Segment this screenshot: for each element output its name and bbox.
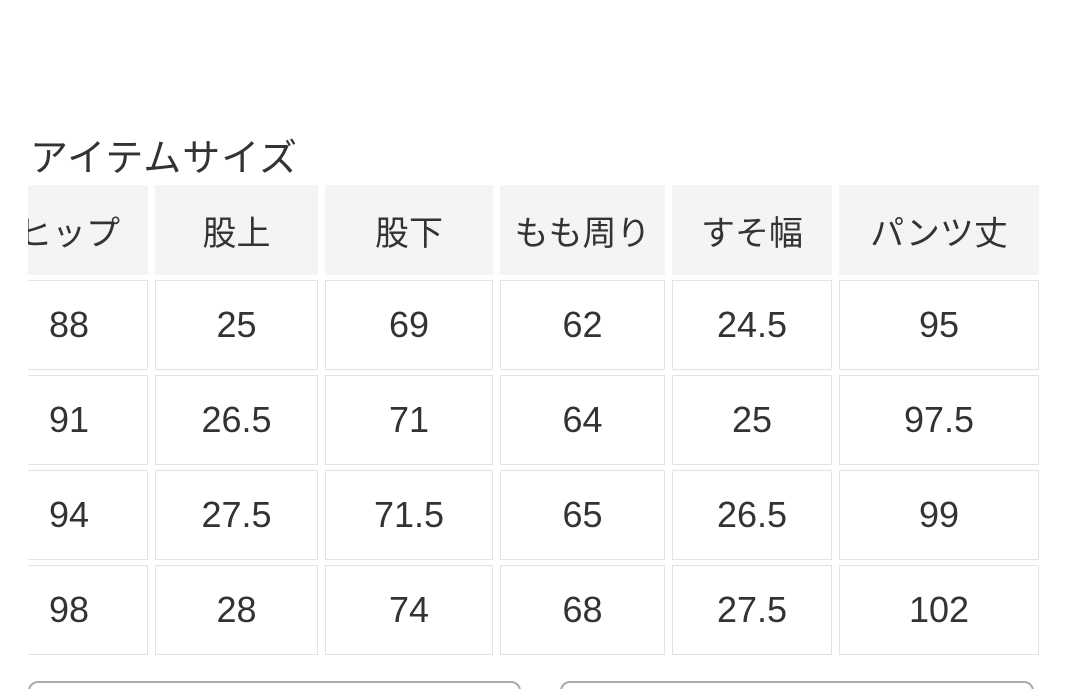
column-header: 股上 — [155, 185, 318, 275]
size-table-scroll-container[interactable]: ヒップ 股上 股下 もも周り すそ幅 パンツ丈 88 25 69 62 24.5 95 91 26.5 7… — [28, 180, 1050, 658]
size-cell: 64 — [500, 375, 665, 465]
size-cell: 25 — [672, 375, 832, 465]
size-cell: 27.5 — [672, 565, 832, 655]
size-cell: 25 — [155, 280, 318, 370]
size-cell: 99 — [839, 470, 1039, 560]
size-table: ヒップ 股上 股下 もも周り すそ幅 パンツ丈 88 25 69 62 24.5 95 91 26.5 7… — [28, 180, 1046, 658]
size-cell: 24.5 — [672, 280, 832, 370]
size-cell: 97.5 — [839, 375, 1039, 465]
size-row: 88 25 69 62 24.5 95 — [28, 280, 1039, 370]
size-cell: 95 — [839, 280, 1039, 370]
size-row: 91 26.5 71 64 25 97.5 — [28, 375, 1039, 465]
size-cell: 65 — [500, 470, 665, 560]
partial-button-right[interactable] — [560, 681, 1034, 689]
size-cell: 69 — [325, 280, 493, 370]
column-header: ヒップ — [28, 185, 148, 275]
size-row: 98 28 74 68 27.5 102 — [28, 565, 1039, 655]
column-header: 股下 — [325, 185, 493, 275]
size-cell: 71 — [325, 375, 493, 465]
size-cell: 88 — [28, 280, 148, 370]
size-cell: 27.5 — [155, 470, 318, 560]
partial-button-left[interactable] — [28, 681, 521, 689]
size-cell: 91 — [28, 375, 148, 465]
column-header: すそ幅 — [672, 185, 832, 275]
column-header: パンツ丈 — [839, 185, 1039, 275]
size-cell: 28 — [155, 565, 318, 655]
size-cell: 102 — [839, 565, 1039, 655]
size-row: 94 27.5 71.5 65 26.5 99 — [28, 470, 1039, 560]
size-cell: 71.5 — [325, 470, 493, 560]
size-cell: 74 — [325, 565, 493, 655]
size-cell: 68 — [500, 565, 665, 655]
size-cell: 26.5 — [155, 375, 318, 465]
size-cell: 94 — [28, 470, 148, 560]
size-table-header-row: ヒップ 股上 股下 もも周り すそ幅 パンツ丈 — [28, 185, 1039, 275]
section-title-item-size: アイテムサイズ — [30, 138, 299, 180]
size-cell: 62 — [500, 280, 665, 370]
size-cell: 98 — [28, 565, 148, 655]
size-cell: 26.5 — [672, 470, 832, 560]
column-header: もも周り — [500, 185, 665, 275]
